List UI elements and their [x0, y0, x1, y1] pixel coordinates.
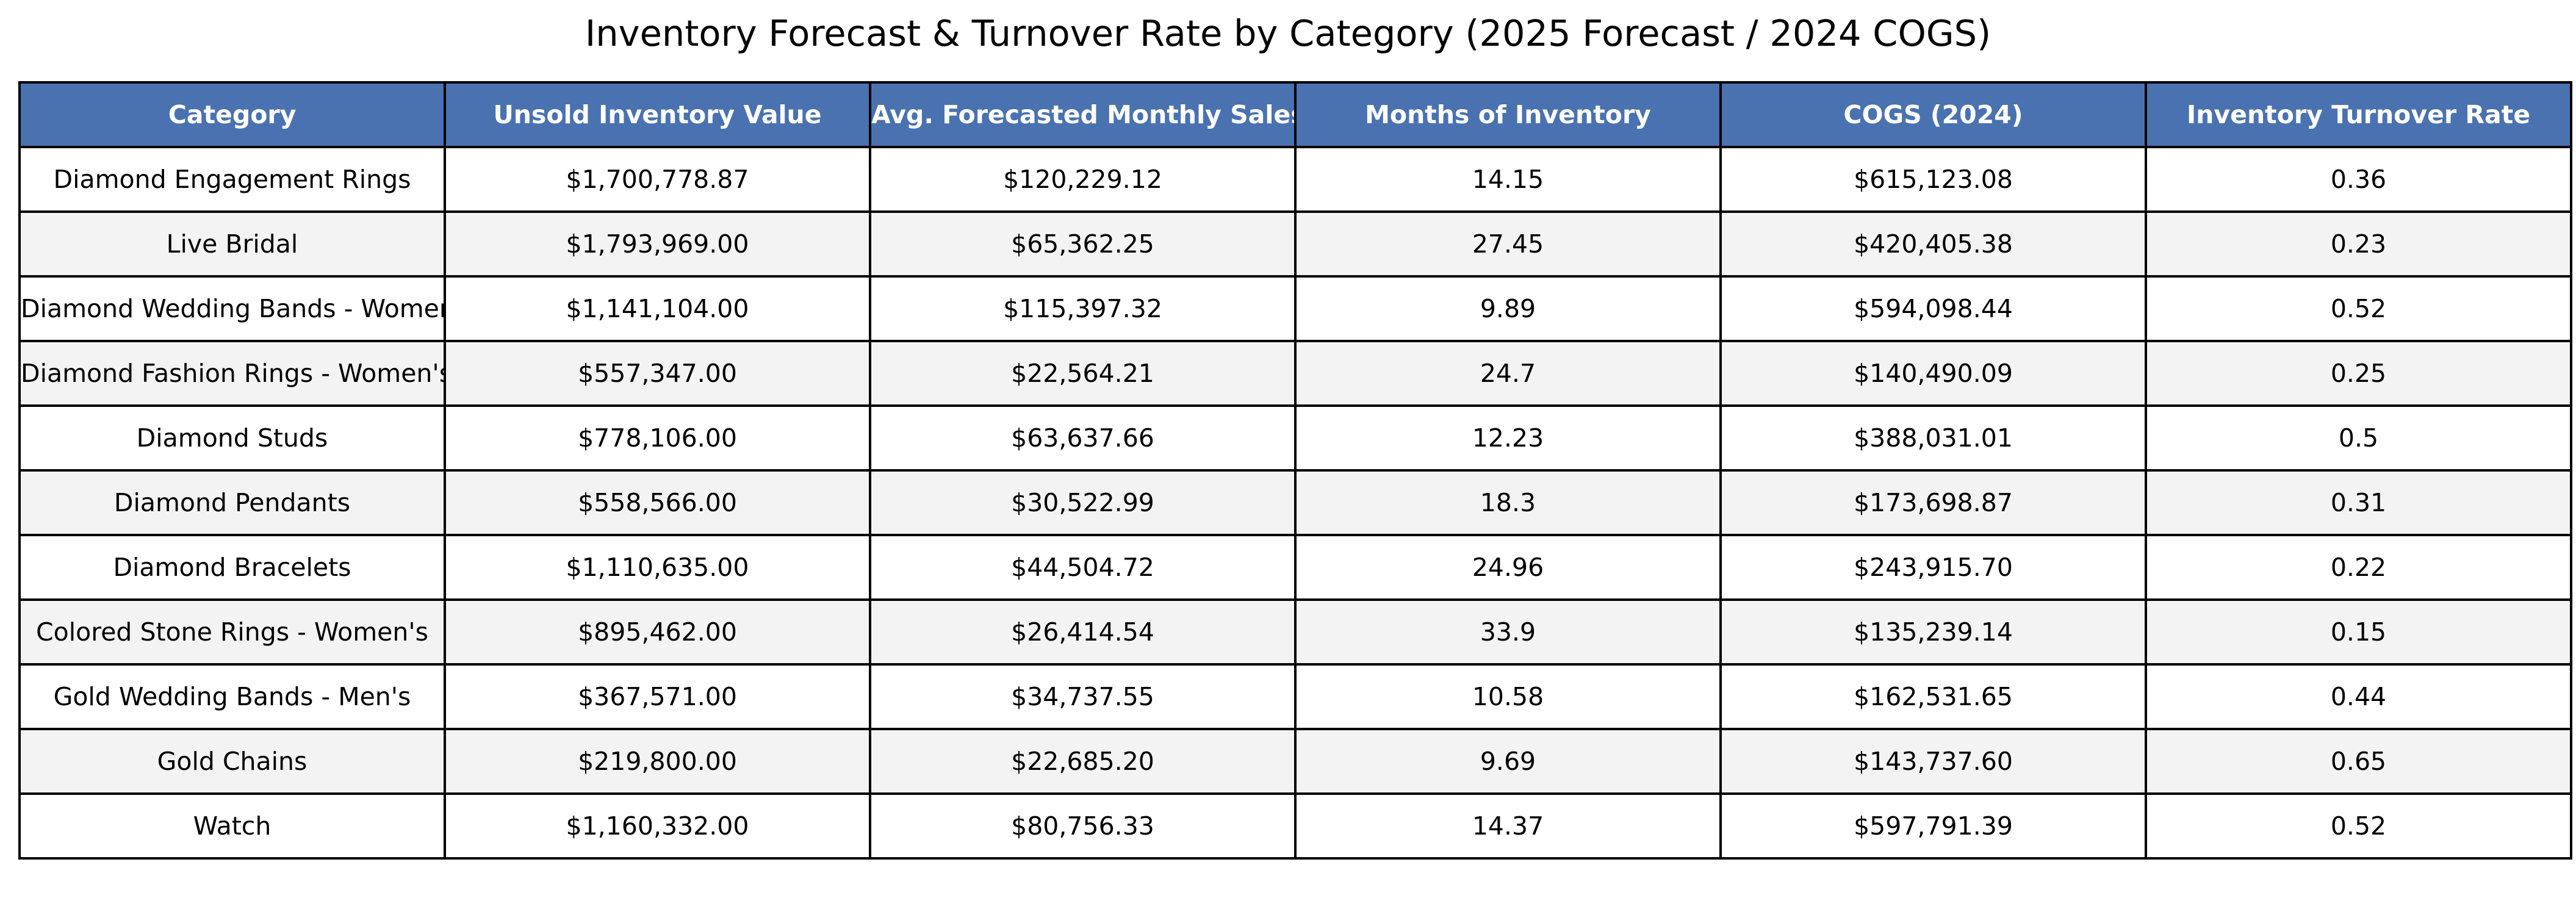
data-table: Category Unsold Inventory Value Avg. Forec…	[18, 81, 2572, 860]
cell-category: Gold Chains	[18, 728, 446, 795]
cell-cogs-2024: $594,098.44	[1719, 275, 2147, 342]
cell-avg-forecasted-monthly-sales: $44,504.72	[869, 534, 1297, 601]
table-row: Gold Chains $219,800.00 $22,685.20 9.69 $143…	[18, 728, 2572, 795]
cell-avg-forecasted-monthly-sales: $30,522.99	[869, 469, 1297, 536]
cell-months-of-inventory: 10.58	[1294, 663, 1722, 730]
chart-title: Inventory Forecast & Turnover Rate by Ca…	[585, 12, 1991, 54]
cell-inventory-turnover-rate: 0.25	[2145, 340, 2572, 407]
cell-inventory-turnover-rate: 0.65	[2145, 728, 2572, 795]
cell-category: Diamond Engagement Rings	[18, 146, 446, 213]
cell-avg-forecasted-monthly-sales: $80,756.33	[869, 792, 1297, 860]
cell-avg-forecasted-monthly-sales: $26,414.54	[869, 598, 1297, 666]
table-row: Colored Stone Rings - Women's $895,462.00…	[18, 598, 2572, 666]
column-header-avg-forecasted-monthly-sales: Avg. Forecasted Monthly Sales	[869, 81, 1297, 148]
column-header-unsold-inventory-value: Unsold Inventory Value	[444, 81, 871, 148]
cell-cogs-2024: $135,239.14	[1719, 598, 2147, 666]
header-row: Category Unsold Inventory Value Avg. Forec…	[18, 81, 2572, 148]
cell-unsold-inventory-value: $1,141,104.00	[444, 275, 871, 342]
table-row: Diamond Wedding Bands - Women's $1,141,10…	[18, 275, 2572, 342]
cell-category: Diamond Bracelets	[18, 534, 446, 601]
cell-inventory-turnover-rate: 0.5	[2145, 404, 2572, 472]
table-body: Diamond Engagement Rings $1,700,778.87 $12…	[18, 146, 2572, 860]
cell-cogs-2024: $140,490.09	[1719, 340, 2147, 407]
cell-avg-forecasted-monthly-sales: $115,397.32	[869, 275, 1297, 342]
cell-months-of-inventory: 33.9	[1294, 598, 1722, 666]
table-row: Diamond Fashion Rings - Women's $557,347.…	[18, 340, 2572, 407]
cell-cogs-2024: $388,031.01	[1719, 404, 2147, 472]
table-row: Live Bridal $1,793,969.00 $65,362.25 27.45 $…	[18, 210, 2572, 278]
cell-avg-forecasted-monthly-sales: $65,362.25	[869, 210, 1297, 278]
cell-unsold-inventory-value: $557,347.00	[444, 340, 871, 407]
cell-unsold-inventory-value: $1,793,969.00	[444, 210, 871, 278]
cell-months-of-inventory: 14.15	[1294, 146, 1722, 213]
cell-months-of-inventory: 24.96	[1294, 534, 1722, 601]
cell-unsold-inventory-value: $367,571.00	[444, 663, 871, 730]
cell-inventory-turnover-rate: 0.52	[2145, 275, 2572, 342]
cell-months-of-inventory: 27.45	[1294, 210, 1722, 278]
cell-inventory-turnover-rate: 0.15	[2145, 598, 2572, 666]
cell-inventory-turnover-rate: 0.52	[2145, 792, 2572, 860]
cell-months-of-inventory: 9.89	[1294, 275, 1722, 342]
cell-avg-forecasted-monthly-sales: $120,229.12	[869, 146, 1297, 213]
cell-category: Live Bridal	[18, 210, 446, 278]
cell-category: Diamond Pendants	[18, 469, 446, 536]
cell-unsold-inventory-value: $558,566.00	[444, 469, 871, 536]
column-header-inventory-turnover-rate: Inventory Turnover Rate	[2145, 81, 2572, 148]
cell-category: Watch	[18, 792, 446, 860]
cell-months-of-inventory: 14.37	[1294, 792, 1722, 860]
column-header-category: Category	[18, 81, 446, 148]
cell-cogs-2024: $173,698.87	[1719, 469, 2147, 536]
cell-avg-forecasted-monthly-sales: $22,685.20	[869, 728, 1297, 795]
cell-unsold-inventory-value: $1,700,778.87	[444, 146, 871, 213]
cell-unsold-inventory-value: $1,160,332.00	[444, 792, 871, 860]
cell-cogs-2024: $420,405.38	[1719, 210, 2147, 278]
cell-cogs-2024: $162,531.65	[1719, 663, 2147, 730]
cell-unsold-inventory-value: $219,800.00	[444, 728, 871, 795]
table-row: Watch $1,160,332.00 $80,756.33 14.37 $597,79…	[18, 792, 2572, 860]
cell-months-of-inventory: 24.7	[1294, 340, 1722, 407]
table-row: Diamond Bracelets $1,110,635.00 $44,504.72…	[18, 534, 2572, 601]
cell-cogs-2024: $615,123.08	[1719, 146, 2147, 213]
table-row: Diamond Engagement Rings $1,700,778.87 $12…	[18, 146, 2572, 213]
cell-inventory-turnover-rate: 0.36	[2145, 146, 2572, 213]
cell-inventory-turnover-rate: 0.44	[2145, 663, 2572, 730]
cell-category: Diamond Wedding Bands - Women's	[18, 275, 446, 342]
cell-cogs-2024: $143,737.60	[1719, 728, 2147, 795]
cell-inventory-turnover-rate: 0.31	[2145, 469, 2572, 536]
cell-months-of-inventory: 12.23	[1294, 404, 1722, 472]
table-row: Diamond Pendants $558,566.00 $30,522.99 18.…	[18, 469, 2572, 536]
cell-inventory-turnover-rate: 0.22	[2145, 534, 2572, 601]
table-row: Diamond Studs $778,106.00 $63,637.66 12.23 $…	[18, 404, 2572, 472]
cell-cogs-2024: $243,915.70	[1719, 534, 2147, 601]
table-row: Gold Wedding Bands - Men's $367,571.00 $34…	[18, 663, 2572, 730]
cell-avg-forecasted-monthly-sales: $63,637.66	[869, 404, 1297, 472]
cell-months-of-inventory: 18.3	[1294, 469, 1722, 536]
cell-unsold-inventory-value: $895,462.00	[444, 598, 871, 666]
data-table-container: Category Unsold Inventory Value Avg. Forec…	[18, 81, 2572, 860]
cell-unsold-inventory-value: $1,110,635.00	[444, 534, 871, 601]
cell-inventory-turnover-rate: 0.23	[2145, 210, 2572, 278]
cell-category: Diamond Studs	[18, 404, 446, 472]
cell-avg-forecasted-monthly-sales: $34,737.55	[869, 663, 1297, 730]
cell-cogs-2024: $597,791.39	[1719, 792, 2147, 860]
column-header-months-of-inventory: Months of Inventory	[1294, 81, 1722, 148]
cell-avg-forecasted-monthly-sales: $22,564.21	[869, 340, 1297, 407]
cell-category: Colored Stone Rings - Women's	[18, 598, 446, 666]
cell-category: Gold Wedding Bands - Men's	[18, 663, 446, 730]
cell-category: Diamond Fashion Rings - Women's	[18, 340, 446, 407]
cell-months-of-inventory: 9.69	[1294, 728, 1722, 795]
table-header: Category Unsold Inventory Value Avg. Forec…	[18, 81, 2572, 148]
cell-unsold-inventory-value: $778,106.00	[444, 404, 871, 472]
column-header-cogs-2024: COGS (2024)	[1719, 81, 2147, 148]
